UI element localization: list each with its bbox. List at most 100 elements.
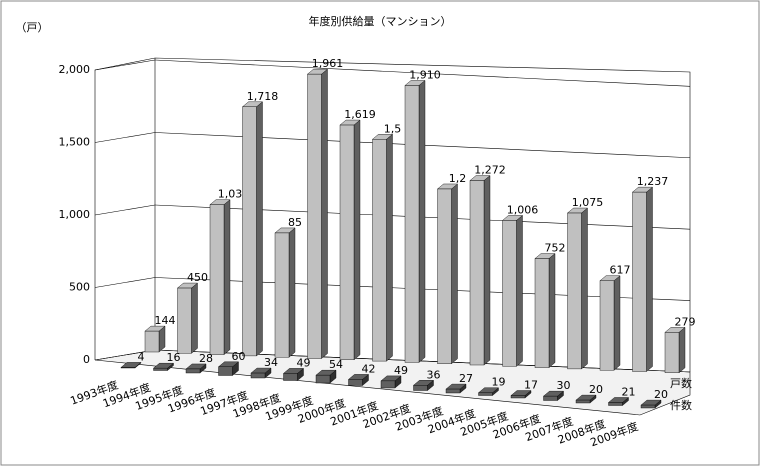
bar xyxy=(209,199,231,356)
bar xyxy=(176,282,199,354)
bar-face xyxy=(185,368,201,374)
y-tick-label: 1,500 xyxy=(59,136,91,149)
bar-face xyxy=(256,101,263,357)
bar xyxy=(599,275,621,371)
data-label: 17 xyxy=(524,379,538,392)
bar xyxy=(185,363,207,374)
bar xyxy=(152,362,175,371)
bar-face xyxy=(478,392,493,396)
bar-face xyxy=(632,191,647,372)
bar-face xyxy=(613,275,621,371)
data-label: 20 xyxy=(654,388,668,401)
bar xyxy=(217,361,240,376)
data-label: 1,237 xyxy=(637,175,669,188)
bar-face xyxy=(339,124,355,361)
data-label: 1,5 xyxy=(384,122,402,135)
grid-line xyxy=(154,59,691,87)
bar xyxy=(575,394,597,404)
data-label: 617 xyxy=(610,264,631,277)
data-label: 85 xyxy=(288,216,302,229)
bar-face xyxy=(380,380,396,389)
bar-face xyxy=(510,395,526,399)
data-label: 54 xyxy=(329,358,343,371)
data-label: 20 xyxy=(589,383,603,396)
bar xyxy=(631,186,654,372)
data-label: 752 xyxy=(545,242,566,255)
grid-line xyxy=(94,59,156,71)
bar-face xyxy=(250,372,266,379)
data-label: 1,2 xyxy=(449,172,467,185)
bar-face xyxy=(288,227,296,358)
bar-face xyxy=(678,326,686,374)
bar-face xyxy=(575,399,591,404)
data-label: 450 xyxy=(187,271,208,284)
bar-face xyxy=(543,395,558,401)
data-label: 19 xyxy=(492,376,506,389)
legend-entry: 戸数 xyxy=(670,377,692,390)
grid-line xyxy=(94,204,156,216)
bar-face xyxy=(445,388,461,394)
bar xyxy=(501,215,524,367)
data-label: 144 xyxy=(155,314,176,327)
data-label: 1,006 xyxy=(507,203,539,216)
bar xyxy=(566,207,589,370)
data-label: 27 xyxy=(459,372,473,385)
bar xyxy=(282,367,305,381)
bar-face xyxy=(469,180,485,366)
data-label: 30 xyxy=(557,379,571,392)
data-label: 4 xyxy=(138,350,145,363)
grid-line xyxy=(94,132,156,143)
bar xyxy=(306,68,329,359)
bar-face xyxy=(321,68,328,359)
bar xyxy=(339,119,361,361)
data-label: 28 xyxy=(199,352,213,365)
bar-face xyxy=(307,73,322,359)
bar-face xyxy=(315,374,331,384)
bar xyxy=(436,183,459,365)
bar xyxy=(274,227,296,358)
data-label: 1,718 xyxy=(247,90,279,103)
data-label: 1,075 xyxy=(572,196,604,209)
bar xyxy=(534,253,556,369)
bar xyxy=(380,375,402,389)
bar-face xyxy=(177,287,192,354)
legend-entry: 件数 xyxy=(670,399,692,412)
bar-face xyxy=(581,207,588,370)
data-label: 42 xyxy=(362,362,376,375)
bar-face xyxy=(191,282,198,354)
bar-face xyxy=(209,204,225,355)
bar-face xyxy=(451,183,458,365)
data-label: 49 xyxy=(394,364,408,377)
bar-face xyxy=(516,215,523,367)
data-label: 1,619 xyxy=(344,108,376,121)
data-label: 1,272 xyxy=(474,164,506,177)
bar-face xyxy=(223,199,231,356)
bar xyxy=(250,367,272,379)
bar xyxy=(315,369,337,384)
bar xyxy=(371,133,394,362)
bar-face xyxy=(534,258,550,368)
bar-face xyxy=(567,212,582,370)
bar xyxy=(477,387,500,396)
bar-face xyxy=(372,139,387,362)
bar-face xyxy=(120,367,136,369)
bar-face xyxy=(599,280,615,371)
y-tick-label: 0 xyxy=(83,353,90,366)
bar xyxy=(640,399,662,409)
bar-face xyxy=(218,366,233,376)
bar xyxy=(241,101,264,357)
bar-face xyxy=(437,188,452,364)
bar-face xyxy=(283,373,298,381)
bar-face xyxy=(404,85,420,363)
y-tick-label: 500 xyxy=(69,281,90,294)
bar-face xyxy=(664,332,680,374)
y-axis-label: （戸） xyxy=(16,21,49,34)
bar-face xyxy=(386,133,393,362)
bar-face xyxy=(144,330,160,353)
bar-face xyxy=(274,232,290,358)
data-label: 1,03 xyxy=(218,188,243,201)
data-label: 49 xyxy=(297,356,311,369)
bar-face xyxy=(548,253,556,369)
data-label: 21 xyxy=(622,385,636,398)
